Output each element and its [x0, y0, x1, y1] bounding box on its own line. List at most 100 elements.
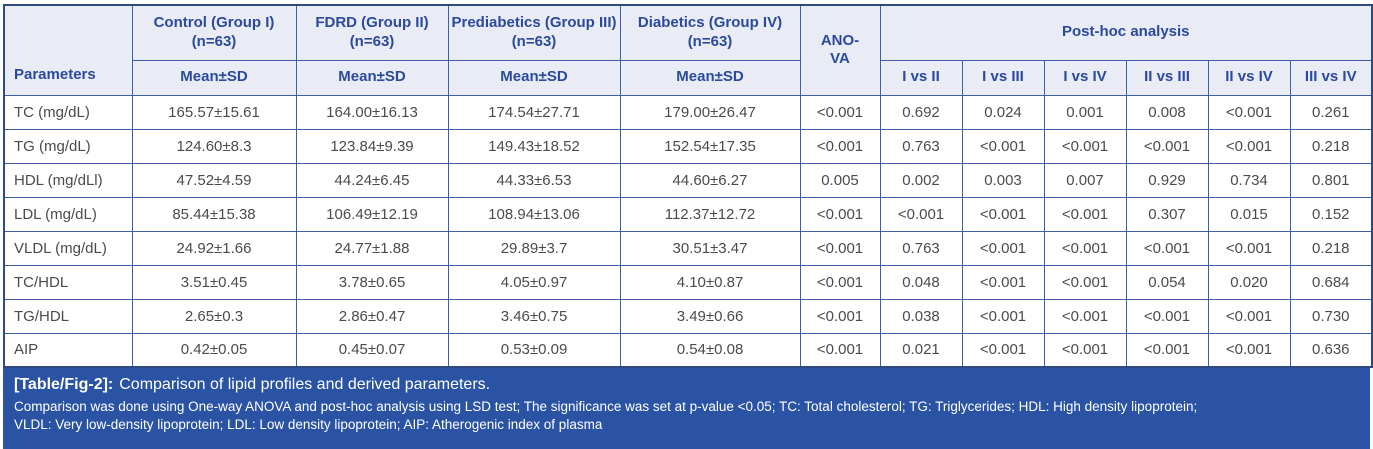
parameter-cell: TC/HDL	[3, 264, 133, 300]
anova-value-cell: <0.001	[799, 128, 881, 164]
column-header-prediabetics: Prediabetics (Group III) (n=63)	[447, 4, 621, 61]
table-row: TG/HDL 2.65±0.3 2.86±0.47 3.46±0.75 3.49±0.6…	[3, 298, 1373, 334]
value-cell: 0.801	[1289, 162, 1373, 198]
caption-title: [Table/Fig-2]: Comparison of lipid profil…	[14, 375, 1359, 396]
header-row-subs: Mean±SD Mean±SD Mean±SD Mean±SD I vs II …	[4, 59, 1373, 96]
value-cell: <0.001	[1125, 128, 1209, 164]
value-cell: 2.86±0.47	[295, 298, 449, 334]
column-header-diabetics: Diabetics (Group IV) (n=63)	[619, 4, 801, 61]
subheader-i-vs-ii: I vs II	[879, 59, 963, 96]
value-cell: 0.015	[1207, 196, 1291, 232]
value-cell: <0.001	[961, 264, 1045, 300]
parameter-cell: TC (mg/dL)	[3, 94, 133, 130]
value-cell: <0.001	[1043, 230, 1127, 266]
value-cell: <0.001	[1207, 128, 1291, 164]
value-cell: 24.77±1.88	[295, 230, 449, 266]
anova-value-cell: <0.001	[799, 94, 881, 130]
value-cell: 0.024	[961, 94, 1045, 130]
value-cell: <0.001	[1207, 298, 1291, 334]
value-cell: 44.24±6.45	[295, 162, 449, 198]
value-cell: 44.33±6.53	[447, 162, 621, 198]
value-cell: 3.78±0.65	[295, 264, 449, 300]
value-cell: 174.54±27.71	[447, 94, 621, 130]
caption-note-line2: VLDL: Very low-density lipoprotein; LDL:…	[14, 417, 603, 433]
value-cell: 3.51±0.45	[131, 264, 297, 300]
value-cell: 0.734	[1207, 162, 1291, 198]
table-row: TC/HDL 3.51±0.45 3.78±0.65 4.05±0.97 4.10±0.…	[3, 264, 1373, 300]
value-cell: 0.684	[1289, 264, 1373, 300]
value-cell: 0.021	[879, 332, 963, 368]
value-cell: 165.57±15.61	[131, 94, 297, 130]
value-cell: <0.001	[961, 196, 1045, 232]
anova-value-cell: <0.001	[799, 298, 881, 334]
value-cell: 4.05±0.97	[447, 264, 621, 300]
caption-tag: [Table/Fig-2]:	[14, 376, 114, 393]
table-row: AIP 0.42±0.05 0.45±0.07 0.53±0.09 0.54±0.08 <…	[3, 332, 1373, 368]
table-row: TC (mg/dL) 165.57±15.61 164.00±16.13 174.54…	[3, 94, 1373, 130]
column-header-control: Control (Group I) (n=63)	[131, 4, 297, 61]
subheader-i-vs-iii: I vs III	[961, 59, 1045, 96]
value-cell: 0.54±0.08	[619, 332, 801, 368]
column-header-fdrd: FDRD (Group II) (n=63)	[295, 4, 449, 61]
lipid-profile-table: Parameters Control (Group I) (n=63) FDRD…	[3, 4, 1373, 368]
value-cell: <0.001	[1125, 332, 1209, 368]
value-cell: 0.007	[1043, 162, 1127, 198]
value-cell: 0.692	[879, 94, 963, 130]
value-cell: 0.45±0.07	[295, 332, 449, 368]
value-cell: <0.001	[1125, 230, 1209, 266]
table-header: Parameters Control (Group I) (n=63) FDRD…	[3, 4, 1373, 96]
table-row: HDL (mg/dLl) 47.52±4.59 44.24±6.45 44.33±6.…	[3, 162, 1373, 198]
value-cell: 2.65±0.3	[131, 298, 297, 334]
value-cell: <0.001	[1043, 128, 1127, 164]
value-cell: 106.49±12.19	[295, 196, 449, 232]
value-cell: 0.636	[1289, 332, 1373, 368]
value-cell: 0.307	[1125, 196, 1209, 232]
column-header-parameters: Parameters	[3, 4, 133, 96]
table-row: VLDL (mg/dL) 24.92±1.66 24.77±1.88 29.89±3.…	[3, 230, 1373, 266]
figure-caption: [Table/Fig-2]: Comparison of lipid profil…	[3, 368, 1370, 449]
value-cell: 0.048	[879, 264, 963, 300]
value-cell: <0.001	[961, 298, 1045, 334]
anova-label-line1: ANO-	[820, 31, 860, 49]
anova-value-cell: <0.001	[799, 332, 881, 368]
anova-value-cell: <0.001	[799, 230, 881, 266]
subheader-meansd-prediabetics: Mean±SD	[447, 59, 621, 96]
subheader-ii-vs-iv: II vs IV	[1207, 59, 1291, 96]
value-cell: 0.42±0.05	[131, 332, 297, 368]
subheader-meansd-control: Mean±SD	[131, 59, 297, 96]
value-cell: <0.001	[1043, 264, 1127, 300]
subheader-meansd-fdrd: Mean±SD	[295, 59, 449, 96]
parameter-cell: AIP	[3, 332, 133, 368]
value-cell: <0.001	[1043, 196, 1127, 232]
value-cell: 0.763	[879, 128, 963, 164]
value-cell: 30.51±3.47	[619, 230, 801, 266]
value-cell: <0.001	[1125, 298, 1209, 334]
column-header-posthoc: Post-hoc analysis	[879, 4, 1373, 61]
value-cell: 47.52±4.59	[131, 162, 297, 198]
value-cell: 123.84±9.39	[295, 128, 449, 164]
value-cell: 0.53±0.09	[447, 332, 621, 368]
anova-label-line2: VA	[830, 50, 850, 68]
anova-value-cell: 0.005	[799, 162, 881, 198]
value-cell: 108.94±13.06	[447, 196, 621, 232]
value-cell: 0.218	[1289, 230, 1373, 266]
value-cell: 0.020	[1207, 264, 1291, 300]
value-cell: 149.43±18.52	[447, 128, 621, 164]
value-cell: <0.001	[1043, 298, 1127, 334]
value-cell: 0.008	[1125, 94, 1209, 130]
value-cell: <0.001	[1043, 332, 1127, 368]
parameter-cell: VLDL (mg/dL)	[3, 230, 133, 266]
table-row: TG (mg/dL) 124.60±8.3 123.84±9.39 149.43±18…	[3, 128, 1373, 164]
value-cell: <0.001	[1207, 94, 1291, 130]
subheader-meansd-diabetics: Mean±SD	[619, 59, 801, 96]
value-cell: 0.261	[1289, 94, 1373, 130]
header-row-groups: Parameters Control (Group I) (n=63) FDRD…	[3, 4, 1373, 96]
value-cell: 124.60±8.3	[131, 128, 297, 164]
value-cell: 0.054	[1125, 264, 1209, 300]
value-cell: 85.44±15.38	[131, 196, 297, 232]
value-cell: 3.46±0.75	[447, 298, 621, 334]
value-cell: 0.003	[961, 162, 1045, 198]
value-cell: <0.001	[1207, 230, 1291, 266]
column-header-anova: ANO- VA	[799, 4, 881, 96]
